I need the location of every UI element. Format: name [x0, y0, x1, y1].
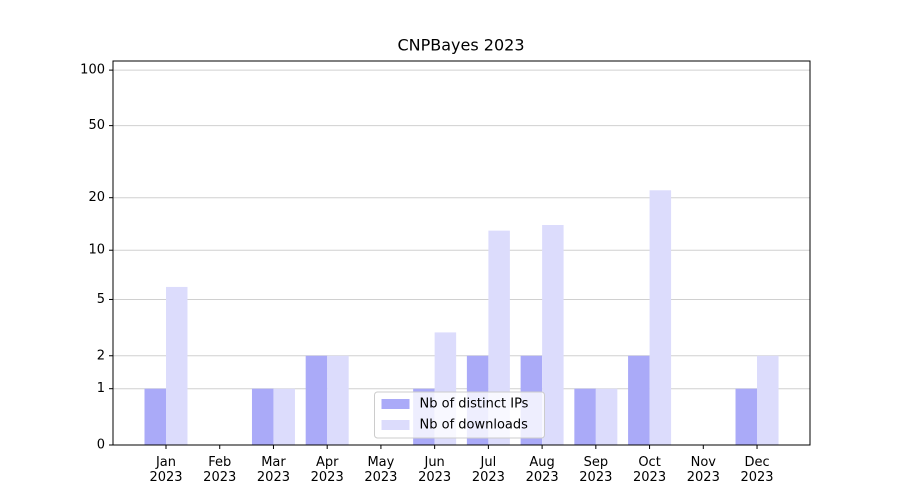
x-tick-label: Feb 2023: [203, 455, 236, 485]
bar: [649, 190, 672, 445]
x-tick-label: Jun 2023: [418, 455, 451, 485]
x-tick-label: Aug 2023: [526, 455, 559, 485]
bar: [273, 388, 295, 445]
bar: [595, 388, 618, 445]
bar: [542, 225, 564, 445]
x-tick-label: Jan 2023: [149, 455, 182, 485]
x-tick-label: May 2023: [364, 455, 397, 485]
y-tick-label: 100: [80, 63, 105, 78]
x-tick-label: Mar 2023: [257, 455, 290, 485]
legend-swatch: [381, 399, 410, 409]
y-tick-label: 5: [97, 292, 105, 307]
bar: [735, 388, 758, 445]
bar: [628, 355, 650, 445]
x-tick-label: Nov 2023: [687, 455, 720, 485]
bar: [757, 355, 779, 445]
bar: [144, 388, 166, 445]
bar: [574, 388, 596, 445]
y-tick-label: 20: [88, 190, 105, 205]
bar: [251, 388, 274, 445]
legend-label: Nb of downloads: [420, 418, 529, 433]
x-tick-label: Oct 2023: [633, 455, 666, 485]
bar: [488, 230, 510, 445]
x-tick-label: Dec 2023: [740, 455, 773, 485]
legend-box: [374, 391, 545, 439]
x-tick-label: Apr 2023: [311, 455, 344, 485]
legend-label: Nb of distinct IPs: [420, 397, 529, 412]
x-tick-label: Sep 2023: [579, 455, 612, 485]
y-tick-label: 0: [97, 438, 105, 453]
bar: [305, 355, 328, 445]
chart-title: CNPBayes 2023: [397, 36, 524, 55]
plot-frame: [112, 60, 811, 446]
y-tick-label: 1: [97, 381, 105, 396]
legend-swatch: [381, 420, 410, 430]
y-tick-label: 10: [88, 243, 105, 258]
bar: [327, 355, 349, 445]
x-tick-label: Jul 2023: [472, 455, 505, 485]
y-tick-label: 50: [88, 118, 105, 133]
legend: Nb of distinct IPs Nb of downloads: [374, 391, 545, 439]
y-tick-label: 2: [97, 348, 105, 363]
bar: [166, 286, 188, 445]
